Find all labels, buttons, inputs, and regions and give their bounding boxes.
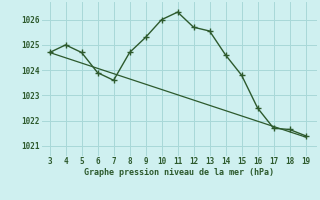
X-axis label: Graphe pression niveau de la mer (hPa): Graphe pression niveau de la mer (hPa) <box>84 168 274 177</box>
